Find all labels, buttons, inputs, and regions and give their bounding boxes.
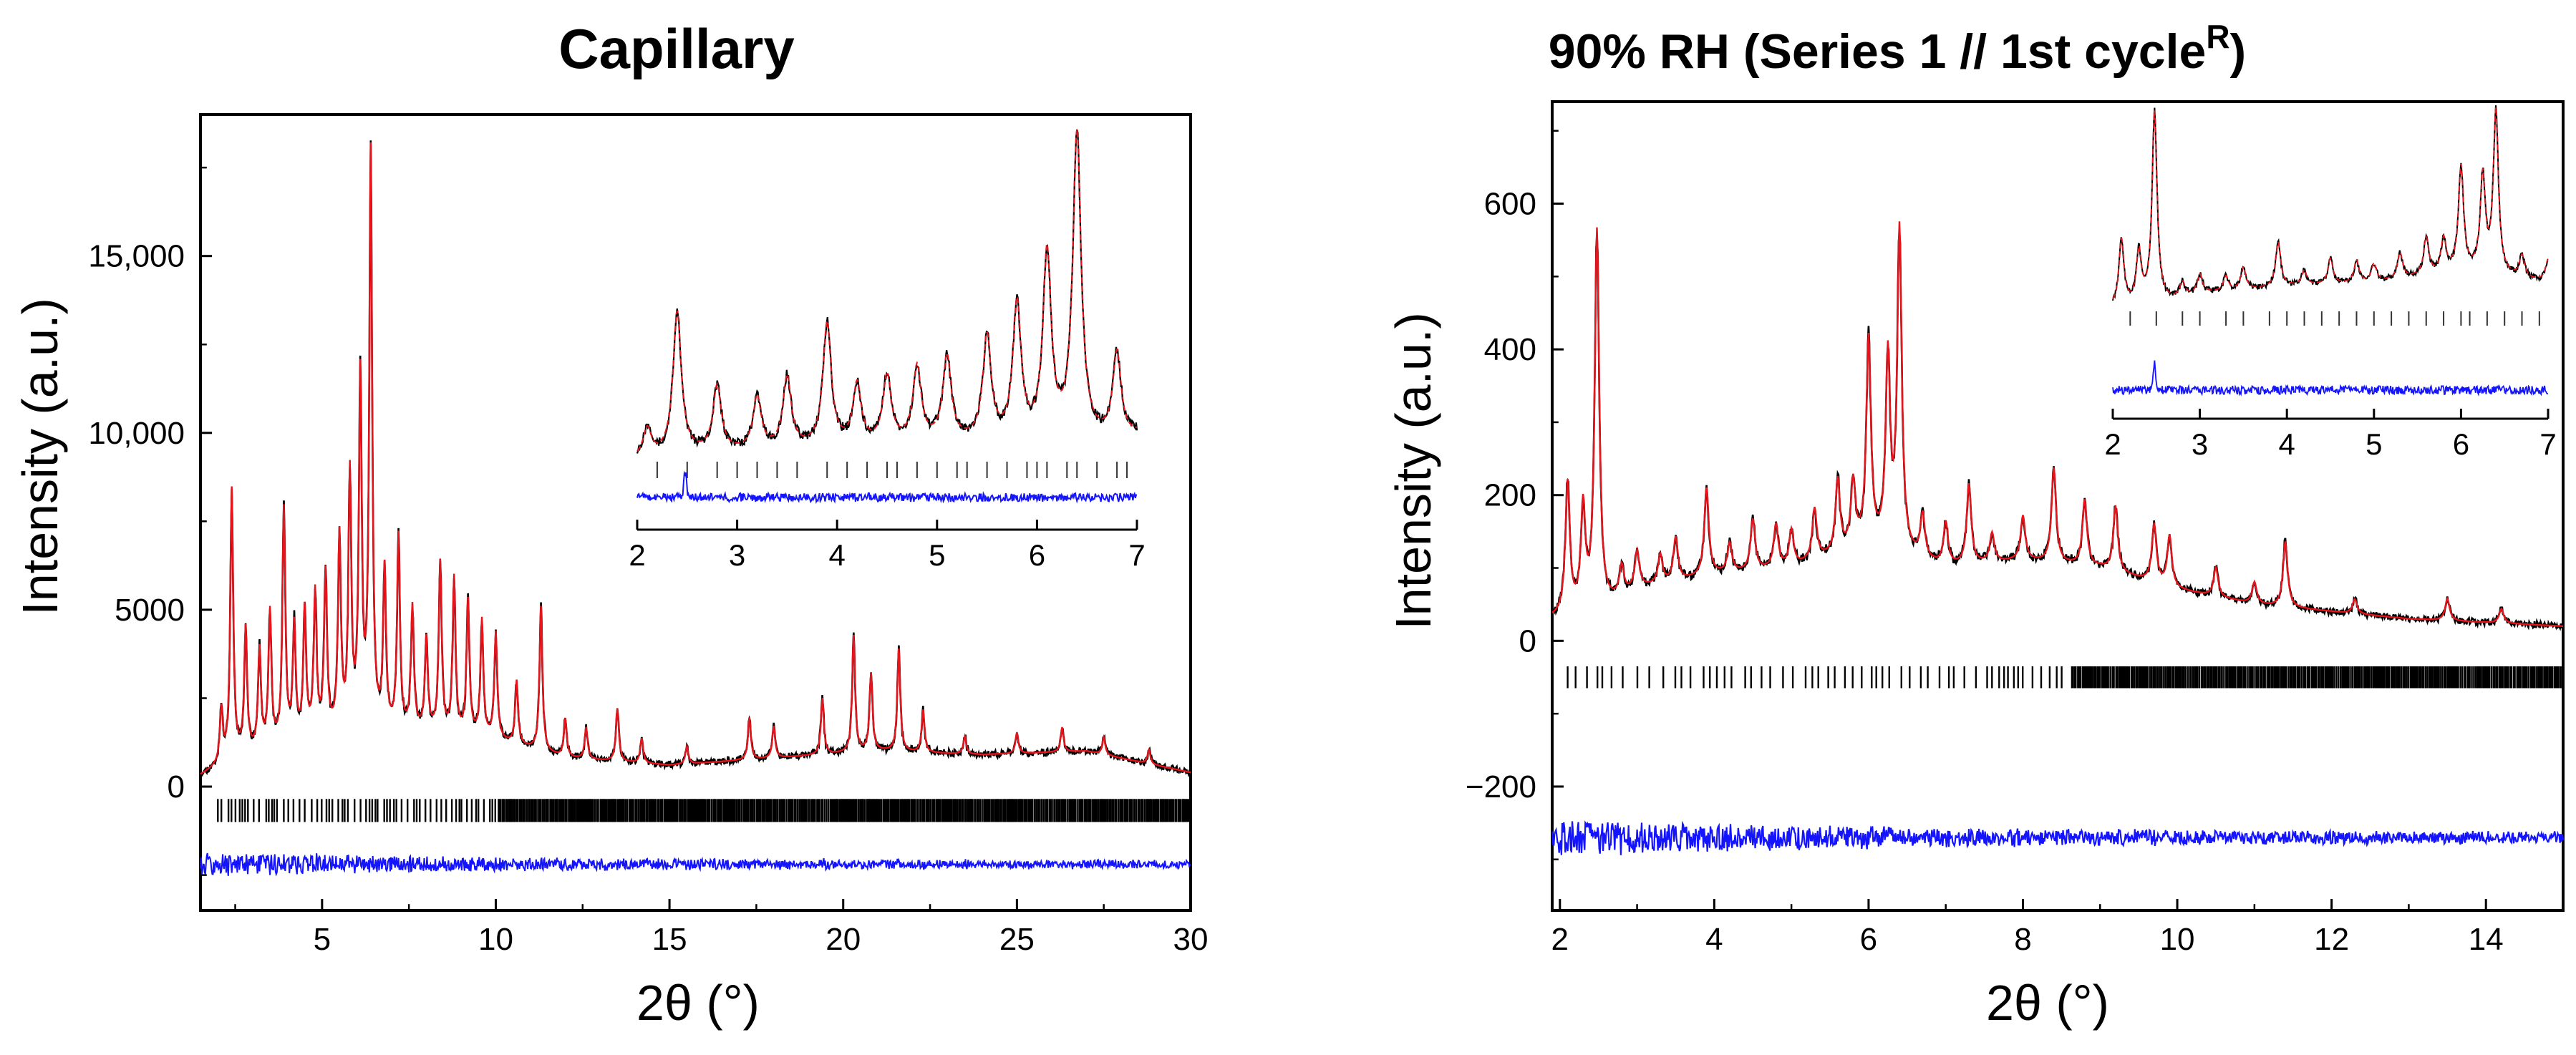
y-tick-label: 5000: [115, 593, 185, 628]
x-tick-label: 10: [478, 922, 513, 957]
calculated-line: [200, 142, 1191, 775]
x-tick-label: 20: [825, 922, 861, 957]
x-tick-label: 14: [2469, 922, 2504, 957]
chart-rh90: 90% RH (Series 1 // 1st cycleR) Intensit…: [1385, 18, 2565, 1031]
chart-title-main: 90% RH (Series 1 // 1st cycle: [1549, 24, 2207, 79]
plot-frame: [1551, 100, 2565, 912]
x-tick-label: 30: [1173, 922, 1209, 957]
inset-x-tick-label: 6: [1029, 538, 1045, 572]
y-tick-label: 15,000: [88, 239, 185, 274]
inset-x-tick-label: 7: [2539, 427, 2556, 461]
inset-observed-line: [636, 129, 1138, 454]
plot-frame: [199, 113, 1192, 912]
y-tick-label: 600: [1484, 187, 1536, 222]
y-axis-label: Intensity (a.u.): [12, 298, 68, 616]
y-tick-label: 200: [1484, 478, 1536, 513]
inset-plot: 2 3 4 5 6 7: [629, 128, 1146, 572]
chart-title-end: ): [2230, 24, 2247, 79]
x-axis-label: 2θ (°): [636, 975, 760, 1031]
calculated-line: [1551, 221, 2563, 627]
inset-axis-ticks: 2 3 4 5 6 7: [629, 520, 1146, 572]
inset-plot: 2 3 4 5 6 7: [2104, 105, 2557, 461]
inset-x-tick-label: 6: [2453, 427, 2469, 461]
plot-area: 2 4 6 8 10 12 14 −200 0 200 400 600: [1466, 100, 2565, 957]
difference-line: [200, 852, 1191, 877]
chart-title: Capillary: [558, 17, 794, 80]
chart-capillary: Capillary Intensity (a.u.) 2θ (°) 5 10 15 2…: [12, 17, 1208, 1031]
x-tick-label: 10: [2160, 922, 2195, 957]
y-tick-label: 0: [168, 769, 185, 804]
difference-line: [1551, 820, 2565, 855]
inset-x-tick-label: 4: [829, 538, 846, 572]
y-tick-label: 400: [1484, 332, 1536, 367]
y-axis-label: Intensity (a.u.): [1385, 312, 1441, 630]
reflection-ticks: [1567, 666, 2564, 689]
x-tick-label: 5: [314, 922, 331, 957]
chart-title: 90% RH (Series 1 // 1st cycleR): [1549, 18, 2246, 79]
inset-x-tick-label: 2: [629, 538, 645, 572]
inset-x-tick-label: 2: [2104, 427, 2121, 461]
inset-calculated-line: [636, 128, 1137, 452]
inset-calculated-line: [2112, 107, 2549, 300]
observed-line: [200, 140, 1192, 778]
inset-axis-ticks: 2 3 4 5 6 7: [2104, 409, 2557, 461]
y-tick-label: 10,000: [88, 416, 185, 451]
inset-x-tick-label: 3: [2192, 427, 2208, 461]
chart-title-sup: R: [2206, 18, 2229, 55]
x-axis-label: 2θ (°): [1986, 975, 2109, 1031]
x-tick-label: 2: [1551, 922, 1569, 957]
inset-reflection-ticks: [656, 462, 1128, 478]
inset-x-tick-label: 7: [1128, 538, 1145, 572]
x-tick-label: 15: [652, 922, 687, 957]
inset-reflection-ticks: [2129, 311, 2540, 326]
x-tick-label: 25: [999, 922, 1035, 957]
inset-difference-line: [2112, 360, 2548, 397]
inset-x-tick-label: 5: [2366, 427, 2382, 461]
reflection-ticks: [217, 799, 1191, 822]
inset-difference-line: [636, 470, 1138, 505]
observed-line: [1551, 231, 2565, 631]
x-tick-label: 4: [1705, 922, 1723, 957]
x-tick-label: 6: [1860, 922, 1877, 957]
inset-observed-line: [2112, 105, 2549, 301]
x-tick-label: 8: [2014, 922, 2031, 957]
inset-x-tick-label: 3: [729, 538, 745, 572]
y-tick-label: −200: [1466, 769, 1536, 804]
axis-ticks: 2 4 6 8 10 12 14 −200 0 200 400 600: [1466, 130, 2565, 957]
y-tick-label: 0: [1519, 623, 1536, 658]
inset-x-tick-label: 4: [2279, 427, 2295, 461]
x-tick-label: 12: [2314, 922, 2349, 957]
inset-x-tick-label: 5: [929, 538, 945, 572]
